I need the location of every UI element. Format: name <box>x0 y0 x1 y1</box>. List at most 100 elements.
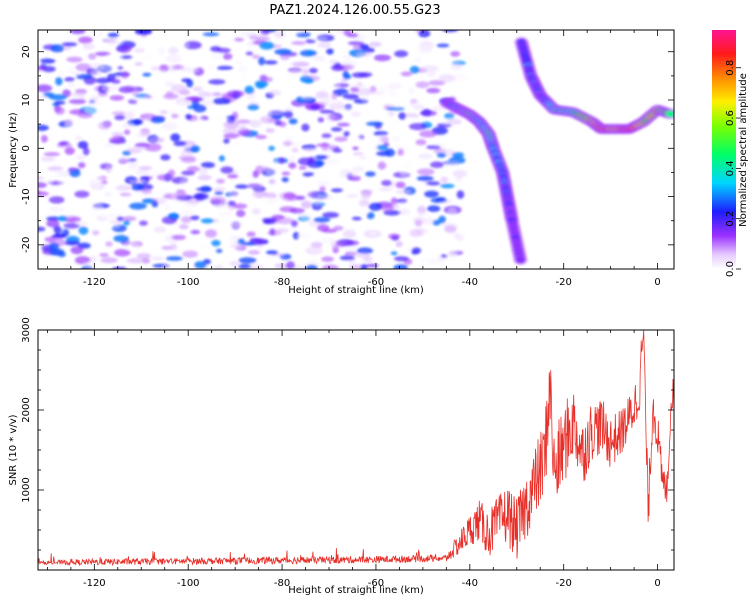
heatmap-noise-cell <box>198 244 211 250</box>
heatmap-noise-cell <box>264 192 277 199</box>
heatmap-noise-cell <box>269 228 276 236</box>
heatmap-noise-cell <box>167 169 175 178</box>
heatmap-noise-cell <box>38 124 49 131</box>
heatmap-noise-cell <box>189 215 200 221</box>
heatmap-noise-cell <box>48 196 65 204</box>
heatmap-noise-cell <box>192 86 203 92</box>
heatmap-noise-cell <box>202 32 220 37</box>
heatmap-noise-cell <box>373 54 391 62</box>
heatmap-noise-cell <box>109 136 126 145</box>
heatmap-noise-cell <box>438 215 446 224</box>
y-tick-label: 3000 <box>21 317 32 342</box>
heatmap-noise-cell <box>101 63 119 72</box>
heatmap-noise-cell <box>180 157 197 163</box>
heatmap-noise-cell <box>288 118 298 125</box>
heatmap-noise-cell <box>388 101 403 109</box>
heatmap-noise-cell <box>54 100 66 105</box>
heatmap-noise-cell <box>221 71 240 76</box>
heatmap-noise-cell <box>46 219 60 228</box>
heatmap-noise-cell <box>265 168 281 176</box>
heatmap-noise-cell <box>166 54 182 63</box>
heatmap-noise-cell <box>450 51 461 57</box>
heatmap-noise-cell <box>236 119 251 124</box>
heatmap-noise-cell <box>95 51 111 57</box>
heatmap-noise-cell <box>398 201 412 207</box>
heatmap-noise-cell <box>40 134 48 143</box>
heatmap-noise-cell <box>234 61 244 66</box>
heatmap-noise-cell <box>170 133 181 142</box>
heatmap-noise-cell <box>386 30 404 36</box>
heatmap-noise-cell <box>428 80 446 86</box>
heatmap-noise-cell <box>40 156 56 162</box>
heatmap-noise-cell <box>150 66 161 71</box>
heatmap-noise-cell <box>356 52 372 57</box>
heatmap-noise-cell <box>160 166 168 171</box>
heatmap-noise-cell <box>411 247 422 254</box>
heatmap-noise-cell <box>197 174 212 181</box>
heatmap-noise-cell <box>255 82 266 89</box>
heatmap-noise-cell <box>116 45 132 54</box>
heatmap-noise-cell <box>180 216 192 224</box>
heatmap-noise-cell <box>53 225 62 234</box>
heatmap-noise-cell <box>288 162 297 169</box>
heatmap-noise-cell <box>349 175 361 181</box>
heatmap-noise-cell <box>78 162 86 169</box>
heatmap-y-label: Frequency (Hz) <box>8 112 19 188</box>
heatmap-noise-cell <box>322 212 339 218</box>
heatmap-noise-cell <box>139 220 148 226</box>
heatmap-noise-cell <box>121 122 135 129</box>
heatmap-noise-cell <box>126 257 145 264</box>
heatmap-noise-cell <box>70 92 86 98</box>
heatmap-noise-cell <box>360 192 371 201</box>
heatmap-noise-cell <box>337 122 350 127</box>
heatmap-noise-cell <box>127 139 136 144</box>
heatmap-signal-track-2 <box>514 37 674 134</box>
heatmap-noise-cell <box>46 216 61 221</box>
heatmap-noise-cell <box>447 207 457 216</box>
y-tick-label: 20 <box>21 45 32 58</box>
y-tick-label: 1000 <box>21 477 32 502</box>
heatmap-noise-cell <box>223 133 240 139</box>
heatmap-noise-cell <box>99 253 109 258</box>
heatmap-noise-cell <box>265 77 273 82</box>
heatmap-noise-cell <box>255 134 267 140</box>
heatmap-noise-cell <box>186 166 201 172</box>
snr-x-ticks: -120 -100 -80 -60 -40 -20 0 <box>46 330 661 589</box>
heatmap-noise-cell <box>38 226 46 232</box>
heatmap-noise-cell <box>347 41 365 46</box>
heatmap-noise-cell <box>115 184 132 191</box>
heatmap-noise-cell <box>78 226 89 235</box>
heatmap-noise-cell <box>286 261 295 269</box>
heatmap-noise-cell <box>134 62 143 66</box>
heatmap-noise-cell <box>456 190 465 199</box>
x-tick-label: -120 <box>83 277 106 288</box>
heatmap-noise-cell <box>143 53 153 60</box>
heatmap-noise-cell <box>94 63 104 72</box>
heatmap-noise-cell <box>92 180 101 190</box>
heatmap-noise-cell <box>244 85 255 95</box>
heatmap-noise-cell <box>47 166 64 172</box>
heatmap-noise-cell <box>435 197 446 202</box>
heatmap-noise-cell <box>180 30 192 36</box>
heatmap-noise-cell <box>319 186 326 192</box>
heatmap-noise-cell <box>361 93 368 102</box>
heatmap-noise-cell <box>414 219 423 227</box>
heatmap-noise-cell <box>176 101 187 107</box>
heatmap-noise-cell <box>369 41 382 47</box>
heatmap-noise-cell <box>418 30 431 38</box>
heatmap-noise-cell <box>114 114 126 121</box>
heatmap-noise-cell <box>74 190 90 198</box>
heatmap-noise-cell <box>360 129 375 135</box>
heatmap-noise-cell <box>134 142 150 148</box>
heatmap-noise-cell <box>259 197 274 204</box>
heatmap-noise-cell <box>101 84 119 92</box>
heatmap-noise-cell <box>301 123 310 132</box>
heatmap-noise-cell <box>265 128 275 133</box>
heatmap-x-ticks: -120 -100 -80 -60 -40 -20 0 <box>46 30 661 288</box>
y-tick-label: 0 <box>21 145 32 151</box>
heatmap-noise-cell <box>409 123 427 131</box>
heatmap-noise-cell <box>421 65 439 73</box>
heatmap-noise-cell <box>105 241 113 247</box>
heatmap-noise-cell <box>123 220 130 226</box>
